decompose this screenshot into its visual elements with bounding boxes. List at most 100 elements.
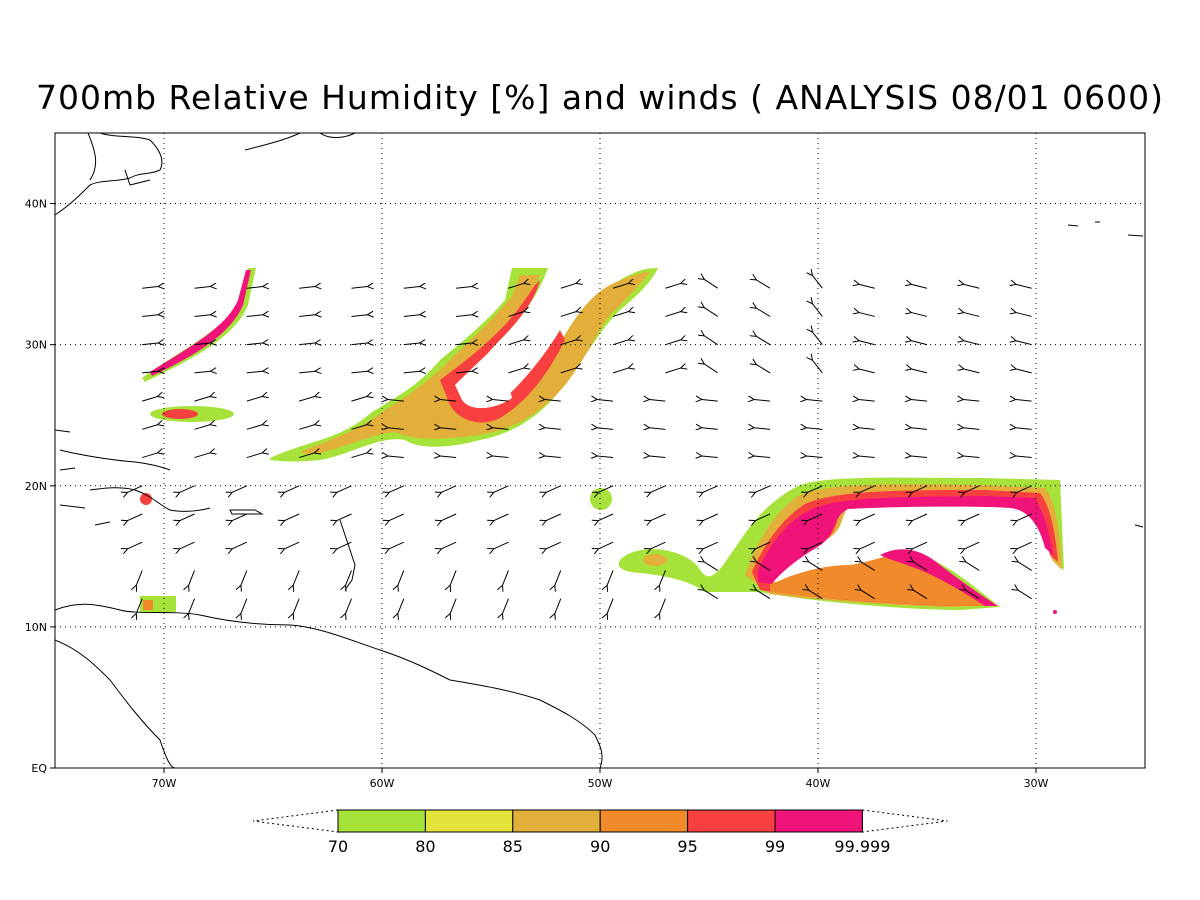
lon-tick-label: 40W <box>806 777 831 790</box>
wind-arrow <box>597 428 614 430</box>
humidity-region <box>643 554 667 566</box>
colorbar-label: 95 <box>677 837 697 856</box>
wind-arrow <box>911 369 928 374</box>
wind-arrow <box>136 598 143 614</box>
lon-tick-label: 50W <box>588 777 613 790</box>
wind-arrow <box>508 368 523 374</box>
wind-arrow <box>963 456 980 458</box>
lon-tick-label: 30W <box>1024 777 1049 790</box>
wind-arrow <box>555 570 562 585</box>
wind-arrow <box>704 279 718 289</box>
wind-arrow <box>964 313 980 317</box>
colorbar-swatch <box>687 809 776 833</box>
wind-arrow <box>813 332 823 345</box>
wind-arrow <box>180 485 195 493</box>
colorbar-label: 90 <box>590 837 610 856</box>
wind-arrow <box>194 453 210 459</box>
wind-arrow <box>703 541 718 549</box>
wind-arrow <box>560 340 576 346</box>
wind-arrow <box>702 456 718 458</box>
wind-arrow <box>659 570 666 585</box>
colorbar-label: 99 <box>765 837 785 856</box>
wind-arrow <box>651 513 666 521</box>
wind-arrow <box>246 371 263 373</box>
wind-arrow <box>597 456 614 458</box>
lat-tick-label: EQ <box>31 762 47 775</box>
wind-arrow <box>861 562 875 571</box>
wind-arrow <box>704 590 718 600</box>
wind-arrow <box>285 541 300 549</box>
wind-arrow <box>911 456 928 458</box>
wind-arrow <box>860 541 875 549</box>
wind-arrow <box>128 541 143 549</box>
wind-arrow <box>963 428 980 430</box>
wind-arrow <box>964 341 980 346</box>
wind-arrow <box>546 541 561 549</box>
map-grid <box>55 133 1145 768</box>
lon-tick-label: 70W <box>152 777 177 790</box>
wind-arrow <box>398 598 405 614</box>
wind-arrow <box>911 284 928 289</box>
wind-arrow <box>493 456 509 458</box>
wind-arrow <box>1016 369 1032 374</box>
lat-tick-label: 10N <box>25 621 47 634</box>
coastline-canada <box>87 133 151 186</box>
wind-arrow <box>440 456 457 458</box>
wind-arrow <box>299 343 315 345</box>
wind-arrow <box>502 598 509 614</box>
wind-arrow <box>964 284 980 289</box>
wind-arrow <box>351 397 366 402</box>
wind-arrow <box>351 315 367 317</box>
wind-arrow <box>806 456 823 458</box>
wind-arrow <box>293 570 300 585</box>
wind-arrow <box>607 598 614 614</box>
wind-arrow <box>194 343 211 345</box>
wind-arrow <box>189 570 195 585</box>
wind-arrow <box>859 456 875 458</box>
wind-arrow <box>966 590 980 600</box>
wind-arrow <box>651 541 666 549</box>
colorbar-swatch <box>424 809 514 833</box>
wind-arrow <box>180 541 195 549</box>
wind-arrow <box>649 400 666 402</box>
wind-arrow <box>337 485 352 493</box>
wind-arrow <box>859 400 875 402</box>
wind-arrow <box>813 304 823 317</box>
wind-arrow <box>232 485 248 493</box>
coastline-cape-verde <box>1134 524 1144 528</box>
wind-arrow <box>808 541 823 549</box>
wind-arrow <box>860 485 875 493</box>
coastline-south-america <box>55 603 603 768</box>
colorbar-low-triangle <box>252 809 339 833</box>
humidity-region <box>150 270 251 376</box>
wind-arrow <box>913 562 928 571</box>
wind-arrow <box>440 428 457 430</box>
wind-arrow <box>246 397 262 402</box>
wind-arrow <box>598 513 614 521</box>
wind-arrow <box>246 453 262 459</box>
coastline-nova-scotia <box>244 133 356 151</box>
lat-tick-label: 40N <box>25 198 47 211</box>
wind-arrow <box>665 368 680 374</box>
wind-arrow <box>859 284 875 289</box>
humidity-region <box>455 342 512 409</box>
wind-arrow <box>246 287 263 289</box>
wind-arrow <box>403 315 420 317</box>
wind-arrow <box>649 428 666 430</box>
wind-arrow <box>806 400 823 402</box>
wind-arrow <box>189 598 195 614</box>
wind-arrow <box>704 336 718 346</box>
wind-arrow <box>809 590 823 600</box>
wind-arrow <box>545 428 561 430</box>
wind-arrow <box>702 428 718 430</box>
wind-arrow <box>607 570 614 585</box>
wind-arrow <box>388 400 404 402</box>
wind-arrow <box>911 313 928 317</box>
wind-arrow <box>1017 541 1032 549</box>
coastline-hispaniola <box>89 487 211 512</box>
wind-arrow <box>403 287 420 289</box>
wind-arrow <box>912 513 928 521</box>
wind-arrow <box>963 400 980 402</box>
wind-arrow <box>299 287 315 289</box>
